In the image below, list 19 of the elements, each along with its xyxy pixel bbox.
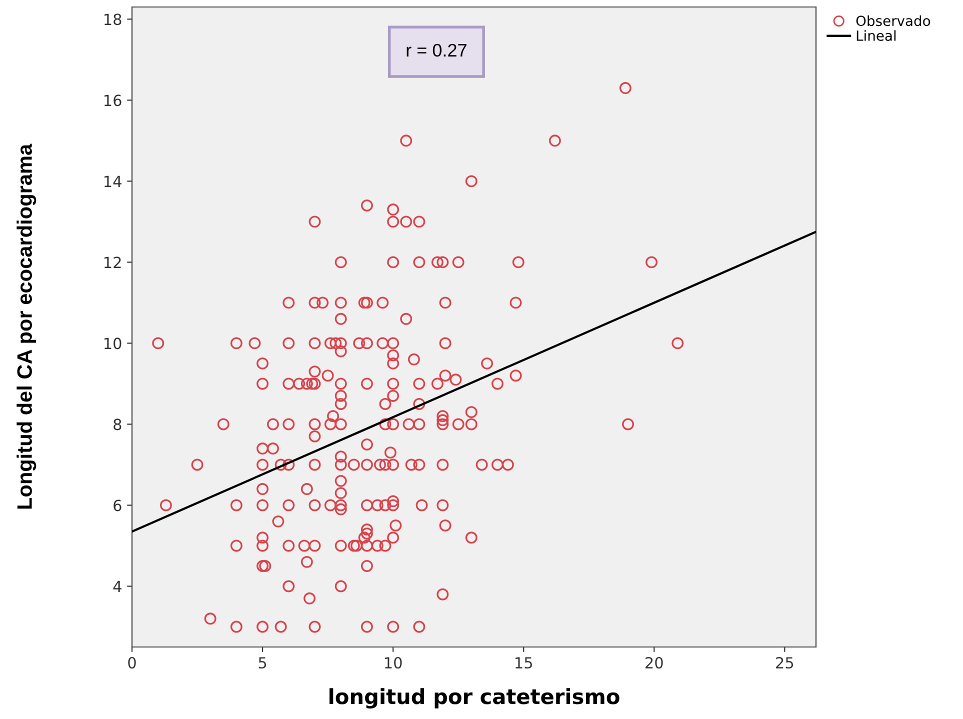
y-tick-label: 4 (113, 580, 122, 592)
x-tick-label: 25 (776, 656, 794, 669)
legend-label: Lineal (856, 30, 896, 41)
y-axis-title: Longitud del CA por ecocardiograma (16, 144, 36, 509)
y-tick-label: 6 (114, 500, 122, 512)
x-tick-label: 15 (516, 657, 532, 669)
legend-label: Observado (856, 15, 930, 26)
x-tick-label: 5 (258, 657, 266, 669)
y-tick-label: 14 (104, 176, 122, 187)
y-tick-label: 18 (104, 14, 122, 26)
x-tick-label: 10 (385, 656, 402, 669)
y-tick-label: 10 (104, 338, 122, 350)
y-tick-label: 8 (114, 418, 122, 430)
x-axis-title: longitud por cateterismo (330, 688, 620, 708)
y-tick-label: 12 (104, 256, 121, 268)
annotation: r = 0.27 (406, 44, 466, 57)
x-tick-label: 0 (128, 656, 136, 669)
x-tick-label: 20 (646, 656, 663, 669)
y-tick-label: 16 (104, 94, 122, 106)
